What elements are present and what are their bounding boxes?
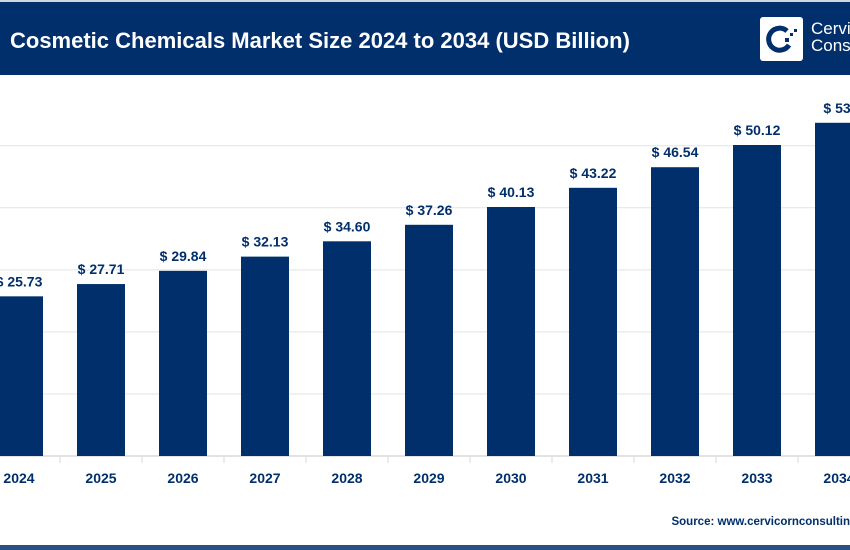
x-tick-label-2032: 2032	[659, 470, 690, 486]
bar-2030	[487, 206, 535, 456]
bar-2029	[405, 224, 453, 456]
bar-2024	[0, 296, 43, 456]
x-tick-label-2031: 2031	[577, 470, 608, 486]
logo-text: CervicornConsulting	[811, 19, 850, 55]
data-label-2027: $ 32.13	[242, 234, 289, 250]
bar-2032	[651, 167, 699, 456]
bar-2028	[323, 241, 371, 456]
data-label-2028: $ 34.60	[324, 218, 371, 234]
x-tick-label-2027: 2027	[249, 470, 280, 486]
data-label-2029: $ 37.26	[406, 202, 453, 218]
data-label-2024: $ 25.73	[0, 273, 43, 289]
logo-icon	[760, 17, 803, 61]
data-label-2025: $ 27.71	[78, 261, 125, 277]
x-tick-label-2030: 2030	[495, 470, 526, 486]
x-tick-label-2025: 2025	[85, 470, 116, 486]
x-tick-label-2033: 2033	[741, 470, 772, 486]
data-label-2033: $ 50.12	[734, 122, 781, 138]
bar-2031	[569, 187, 617, 456]
data-label-2032: $ 46.54	[652, 144, 699, 160]
bar-2033	[733, 145, 781, 456]
data-label-2034: $ 53.	[823, 100, 850, 116]
bar-2034	[815, 122, 850, 457]
bottom-border	[0, 545, 850, 550]
bar-2025	[77, 284, 125, 456]
x-tick-label-2029: 2029	[413, 470, 444, 486]
bar-2027	[241, 256, 289, 456]
data-label-2031: $ 43.22	[570, 165, 617, 181]
x-tick-label-2026: 2026	[167, 470, 198, 486]
x-tick-label-2024: 2024	[3, 470, 34, 486]
source-note: Source: www.cervicornconsultin	[671, 516, 850, 528]
x-tick-label-2028: 2028	[331, 470, 362, 486]
header-banner: Cosmetic Chemicals Market Size 2024 to 2…	[0, 0, 850, 75]
bar-2026	[159, 270, 207, 456]
x-tick-label-2034: 2034	[823, 470, 850, 486]
data-label-2030: $ 40.13	[488, 184, 535, 200]
chart-title: Cosmetic Chemicals Market Size 2024 to 2…	[10, 28, 630, 53]
data-label-2026: $ 29.84	[160, 248, 207, 264]
